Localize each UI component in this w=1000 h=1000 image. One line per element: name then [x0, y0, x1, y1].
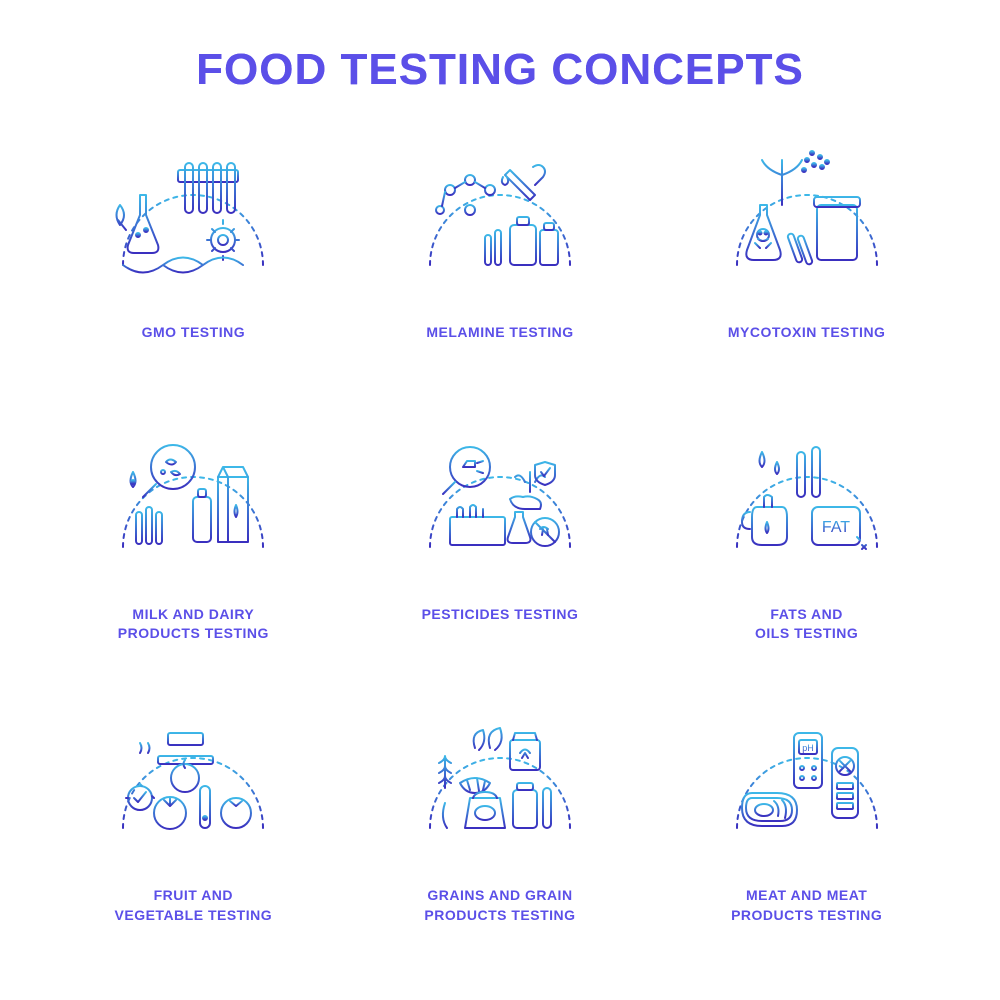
- concept-gmo: GMO TESTING: [60, 135, 327, 387]
- concept-dairy: MILK AND DAIRY PRODUCTS TESTING: [60, 417, 327, 669]
- page-title: FOOD TESTING CONCEPTS: [196, 45, 804, 95]
- concept-mycotoxin: MYCOTOXIN TESTING: [673, 135, 940, 387]
- concept-fats-label: FATS AND OILS TESTING: [755, 605, 858, 644]
- meat-icon: pH: [722, 698, 892, 868]
- svg-text:FAT: FAT: [822, 519, 850, 536]
- concept-pesticides-label: PESTICIDES TESTING: [422, 605, 579, 625]
- concept-fats: FAT FATS AND OILS TESTING: [673, 417, 940, 669]
- concept-grid: GMO TESTING: [60, 135, 940, 950]
- concept-mycotoxin-label: MYCOTOXIN TESTING: [728, 323, 886, 343]
- concept-grains: GRAINS AND GRAIN PRODUCTS TESTING: [367, 698, 634, 950]
- svg-text:pH: pH: [802, 743, 814, 753]
- concept-meat: pH: [673, 698, 940, 950]
- gmo-icon: [108, 135, 278, 305]
- concept-melamine-label: MELAMINE TESTING: [426, 323, 573, 343]
- concept-dairy-label: MILK AND DAIRY PRODUCTS TESTING: [118, 605, 269, 644]
- concept-melamine: MELAMINE TESTING: [367, 135, 634, 387]
- concept-gmo-label: GMO TESTING: [142, 323, 246, 343]
- concept-meat-label: MEAT AND MEAT PRODUCTS TESTING: [731, 886, 882, 925]
- dairy-icon: [108, 417, 278, 587]
- concept-grains-label: GRAINS AND GRAIN PRODUCTS TESTING: [424, 886, 575, 925]
- mycotoxin-icon: [722, 135, 892, 305]
- grains-icon: [415, 698, 585, 868]
- fats-icon: FAT: [722, 417, 892, 587]
- concept-fruit: FRUIT AND VEGETABLE TESTING: [60, 698, 327, 950]
- pesticides-icon: [415, 417, 585, 587]
- concept-pesticides: PESTICIDES TESTING: [367, 417, 634, 669]
- concept-fruit-label: FRUIT AND VEGETABLE TESTING: [115, 886, 273, 925]
- melamine-icon: [415, 135, 585, 305]
- fruit-icon: [108, 698, 278, 868]
